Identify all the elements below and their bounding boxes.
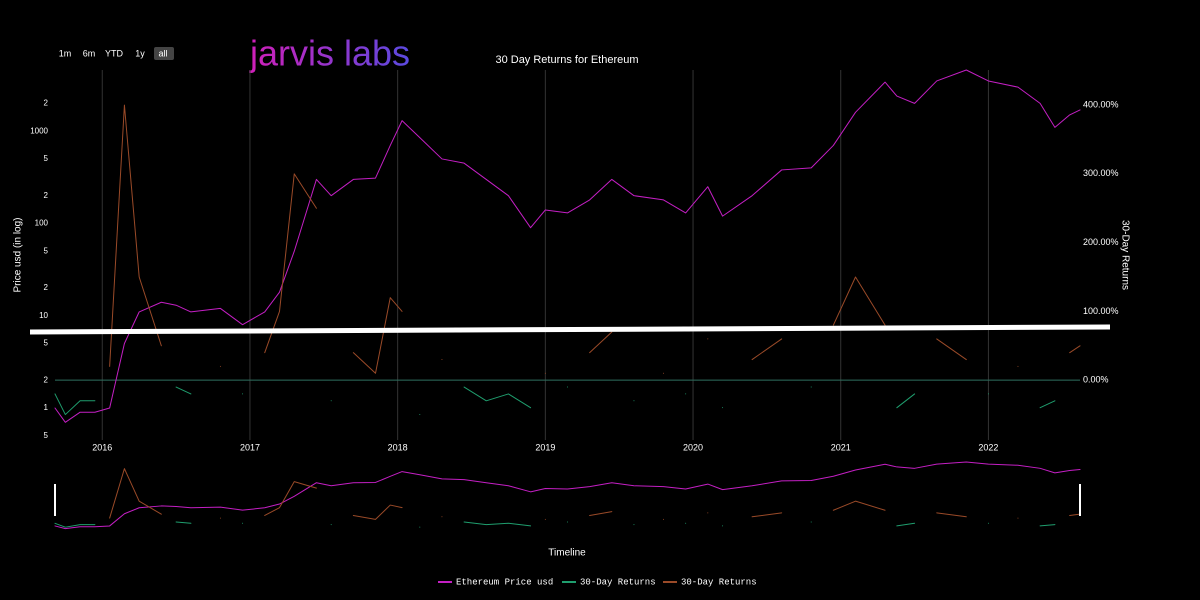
x-tick-label: 2016 [92,442,112,452]
navigator-line [109,468,1081,520]
series-line [54,69,1081,423]
y2-tick-label: 400.00% [1083,99,1119,109]
navigator-line [54,461,1081,530]
range-button-label[interactable]: 6m [83,48,96,58]
y-tick-label: 1000 [30,126,48,135]
overlay-line [29,324,1111,335]
chart-title: 30 Day Returns for Ethereum [495,54,638,66]
range-button[interactable]: 6m [83,48,96,58]
y-tick-label: 2 [44,98,49,107]
x-tick-label: 2022 [978,442,998,452]
y-tick-label: 5 [44,246,49,255]
x-tick-label: 2018 [388,442,408,452]
y-tick-label: 2 [44,375,49,384]
range-button-label[interactable]: 1m [59,48,72,58]
series-line [109,104,1081,374]
logo: jarvis labs [249,33,410,74]
range-button[interactable]: YTD [105,48,124,58]
range-button-bg [154,47,174,60]
y-tick-label: 10 [39,311,48,320]
y-tick-label: 1 [44,403,49,412]
y-tick-label: 5 [44,339,49,348]
range-button-label[interactable]: all [158,48,167,58]
legend-label: Ethereum Price usd [456,577,553,587]
y-tick-label: 5 [44,431,49,440]
y-tick-label: 2 [44,283,49,292]
x-tick-label: 2020 [683,442,703,452]
x-tick-label: 2017 [240,442,260,452]
y2-tick-label: 200.00% [1083,237,1119,247]
x-tick-label: 2019 [535,442,555,452]
y-tick-label: 100 [35,219,49,228]
y2-tick-label: 100.00% [1083,306,1119,316]
x-axis-label: Timeline [548,548,586,559]
y-tick-label: 2 [44,191,49,200]
navigator-line [54,521,1056,528]
legend-label: 30-Day Returns [580,577,656,587]
range-button[interactable]: all [154,47,174,60]
range-selector: 1m 6m YTD 1y all [59,47,174,60]
y2-tick-label: 300.00% [1083,168,1119,178]
range-button[interactable]: 1y [135,48,145,58]
range-button-label[interactable]: 1y [135,48,145,58]
legend-label: 30-Day Returns [681,577,757,587]
y-axis-label: Price usd (in log) [13,217,24,292]
x-tick-label: 2021 [831,442,851,452]
series-line [54,386,1056,416]
range-button-label[interactable]: YTD [105,48,124,58]
range-button[interactable]: 1m [59,48,72,58]
y-tick-label: 5 [44,154,49,163]
y2-tick-label: 0.00% [1083,375,1109,385]
y2-axis-label: 30-Day Returns [1119,220,1130,290]
